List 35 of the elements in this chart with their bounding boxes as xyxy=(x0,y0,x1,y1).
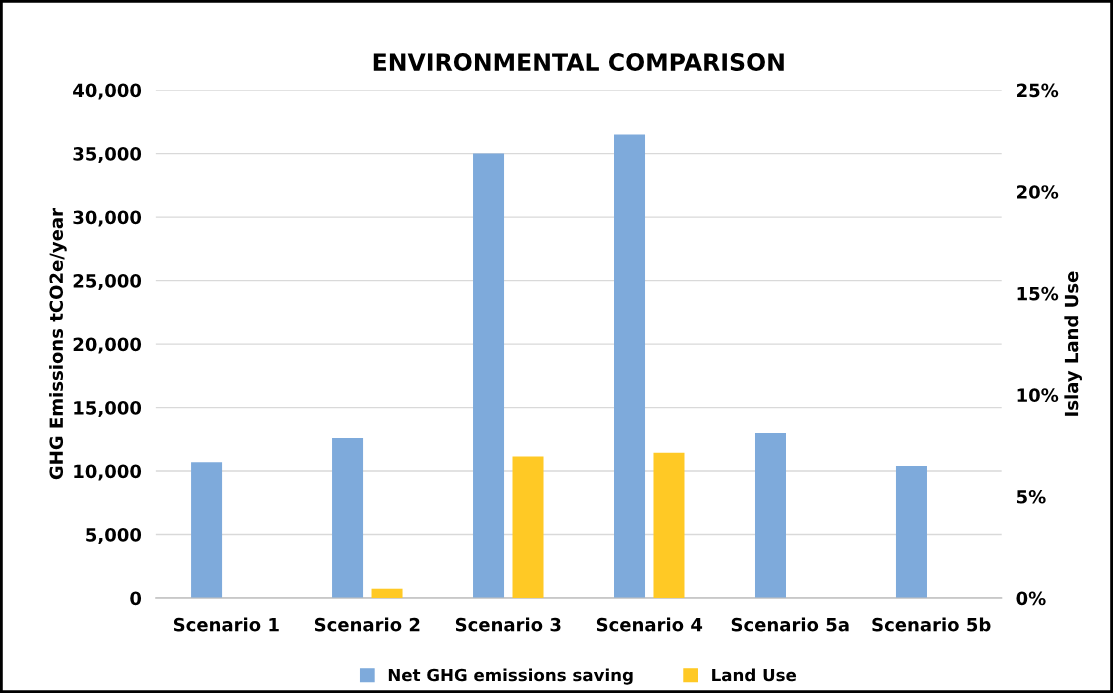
y-tick-label: 35,000 xyxy=(73,147,142,164)
legend-label: Land Use xyxy=(712,668,797,682)
x-tick-label: Scenario 3 xyxy=(455,617,561,632)
x-tick-label: Scenario 2 xyxy=(314,617,420,632)
bar xyxy=(754,432,786,599)
bar xyxy=(512,456,544,599)
x-tick-label: Scenario 5a xyxy=(731,617,849,632)
x-tick-label: Scenario 4 xyxy=(596,617,703,632)
y2-tick-label: 15% xyxy=(1017,286,1059,301)
bar xyxy=(895,465,927,599)
y2-tick-label: 25% xyxy=(1017,83,1059,98)
y-tick-label: 40,000 xyxy=(73,83,142,100)
y-tick-label: 20,000 xyxy=(73,337,142,354)
y-tick-label: 15,000 xyxy=(74,401,142,417)
y-tick-label: 25,000 xyxy=(73,274,142,290)
bar xyxy=(191,462,223,599)
chart-title: ENVIRONMENTAL COMPARISON xyxy=(373,53,784,71)
legend-label: Net GHG emissions saving xyxy=(388,668,633,685)
y2-tick-label: 5% xyxy=(1016,489,1046,504)
y2-tick-label: 20% xyxy=(1017,185,1059,199)
y-tick-label: 5,000 xyxy=(86,528,142,544)
bar xyxy=(332,438,364,599)
y2-axis-title: Islay Land Use xyxy=(1064,271,1082,416)
x-tick-label: Scenario 5b xyxy=(872,617,991,632)
y-tick-label: 30,000 xyxy=(73,210,142,227)
bar xyxy=(371,588,403,599)
x-tick-label: Scenario 1 xyxy=(173,617,279,632)
y2-tick-label: 0% xyxy=(1016,591,1046,606)
bar xyxy=(473,153,505,599)
y-tick-label: 0 xyxy=(130,591,142,606)
y-tick-label: 10,000 xyxy=(74,464,142,481)
y2-tick-label: 10% xyxy=(1017,388,1059,402)
bar xyxy=(653,452,685,599)
bar xyxy=(614,134,646,599)
y-axis-title: GHG Emissions tCO2e/year xyxy=(49,208,67,480)
